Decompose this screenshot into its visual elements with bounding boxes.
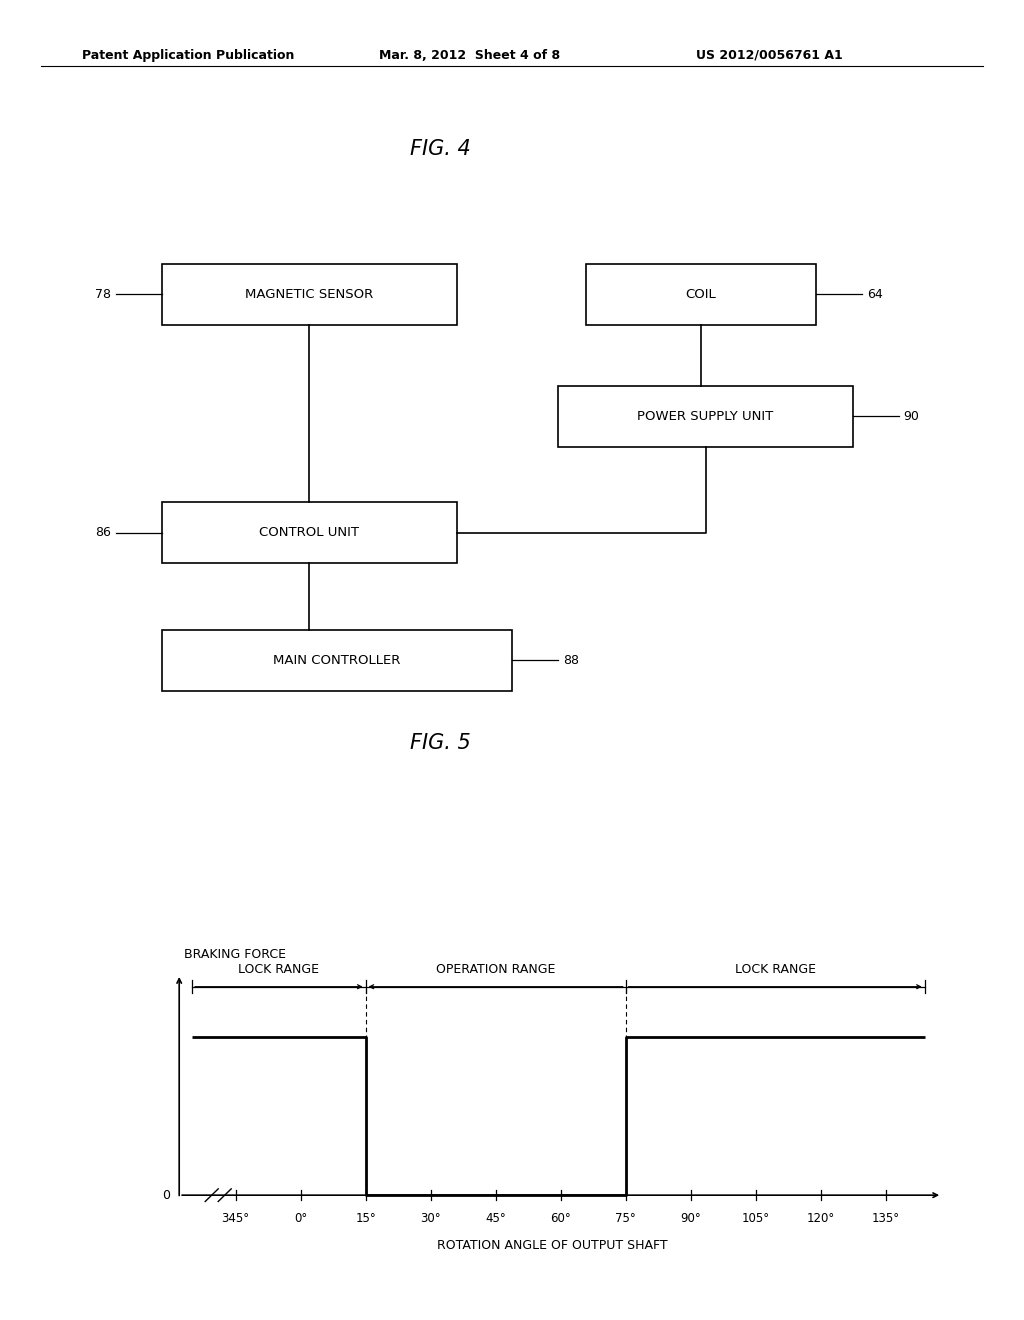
Bar [162, 264, 457, 325]
Text: Patent Application Publication: Patent Application Publication [82, 49, 294, 62]
Text: MAIN CONTROLLER: MAIN CONTROLLER [273, 653, 400, 667]
Bar [558, 385, 853, 446]
Text: 90: 90 [904, 409, 920, 422]
Text: 64: 64 [867, 288, 883, 301]
Text: US 2012/0056761 A1: US 2012/0056761 A1 [696, 49, 843, 62]
Text: LOCK RANGE: LOCK RANGE [734, 962, 816, 975]
Text: FIG. 5: FIG. 5 [410, 733, 471, 752]
Bar [586, 264, 816, 325]
Text: 0: 0 [163, 1189, 171, 1201]
Text: CONTROL UNIT: CONTROL UNIT [259, 527, 359, 539]
Bar [162, 502, 457, 564]
Text: FIG. 4: FIG. 4 [410, 139, 471, 158]
Text: COIL: COIL [685, 288, 717, 301]
Text: MAGNETIC SENSOR: MAGNETIC SENSOR [245, 288, 374, 301]
Text: 86: 86 [95, 527, 111, 539]
Text: ROTATION ANGLE OF OUTPUT SHAFT: ROTATION ANGLE OF OUTPUT SHAFT [436, 1239, 668, 1253]
Text: BRAKING FORCE: BRAKING FORCE [183, 949, 286, 961]
Text: POWER SUPPLY UNIT: POWER SUPPLY UNIT [637, 409, 774, 422]
Text: 78: 78 [95, 288, 111, 301]
Text: Mar. 8, 2012  Sheet 4 of 8: Mar. 8, 2012 Sheet 4 of 8 [379, 49, 560, 62]
Text: OPERATION RANGE: OPERATION RANGE [436, 962, 555, 975]
Text: 88: 88 [563, 653, 579, 667]
Bar [162, 630, 512, 690]
Text: LOCK RANGE: LOCK RANGE [239, 962, 319, 975]
